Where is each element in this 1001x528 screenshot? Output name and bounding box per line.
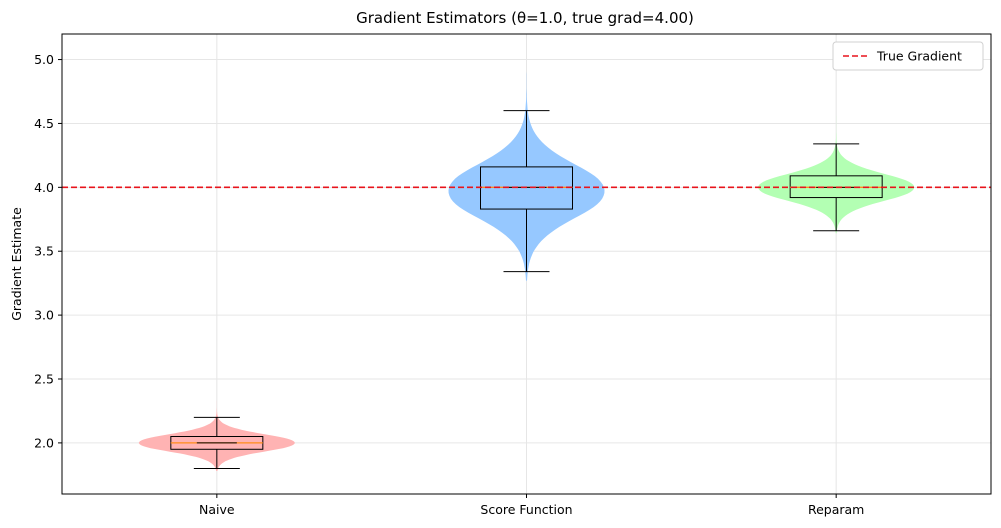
- x-tick-label: Naive: [199, 502, 235, 517]
- x-tick-label: Score Function: [480, 502, 572, 517]
- legend-label: True Gradient: [876, 49, 962, 64]
- y-tick-label: 2.5: [34, 372, 54, 387]
- y-tick-label: 5.0: [34, 52, 54, 67]
- y-tick-label: 2.0: [34, 435, 54, 450]
- y-axis-label: Gradient Estimate: [9, 207, 24, 321]
- y-tick-label: 4.0: [34, 180, 54, 195]
- y-tick-label: 4.5: [34, 116, 54, 131]
- legend-box: [832, 41, 984, 71]
- chart-title: Gradient Estimators (θ=1.0, true grad=4.…: [356, 9, 694, 27]
- x-tick-label: Reparam: [808, 502, 864, 517]
- violin-score-function: [448, 54, 605, 281]
- legend: True Gradient: [832, 41, 984, 71]
- y-ticks: 2.0 2.5 3.0 3.5 4.0 4.5 5.0: [34, 52, 62, 450]
- y-tick-label: 3.0: [34, 308, 54, 323]
- x-ticks: Naive Score Function Reparam: [199, 494, 864, 517]
- y-tick-label: 3.5: [34, 244, 54, 259]
